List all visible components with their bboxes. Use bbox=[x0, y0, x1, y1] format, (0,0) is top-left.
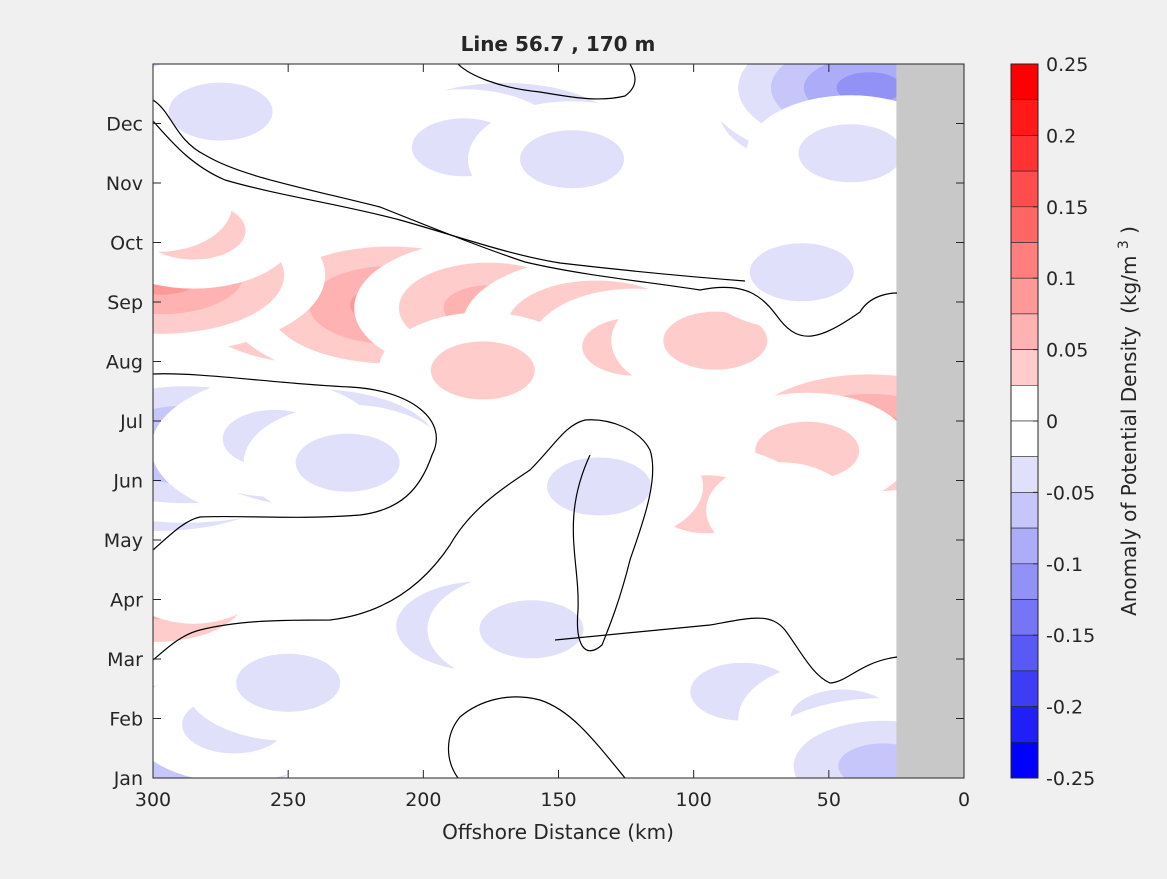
colorbar-swatch bbox=[1010, 277, 1039, 315]
contour-band bbox=[479, 600, 584, 659]
colorbar-swatch bbox=[1010, 349, 1039, 386]
contour-band bbox=[236, 653, 341, 712]
colorbar-label-text: Anomaly of Potential Density bbox=[1117, 326, 1141, 616]
y-tick-label: Nov bbox=[106, 173, 143, 195]
x-tick-label: 100 bbox=[676, 789, 712, 811]
colorbar-swatch bbox=[1010, 313, 1039, 350]
colorbar-swatch bbox=[1010, 99, 1039, 136]
y-tick-label: Sep bbox=[107, 292, 143, 314]
colorbar-swatch bbox=[1010, 420, 1039, 458]
contour-band bbox=[706, 462, 855, 559]
colorbar-frame bbox=[1010, 63, 1039, 779]
zero-contour-line bbox=[153, 373, 437, 551]
axes: 300 250 200 150 100 50 0 Jan Feb Mar Apr May Jun Jul A… bbox=[104, 64, 970, 811]
colorbar-tick-label: 0.1 bbox=[1046, 268, 1076, 290]
x-tick-label: 300 bbox=[135, 789, 171, 811]
y-tick-label: Mar bbox=[107, 649, 143, 671]
x-tick-label: 200 bbox=[405, 789, 441, 811]
colorbar-swatch bbox=[1010, 242, 1039, 279]
zero-contour-line bbox=[153, 419, 654, 661]
colorbar-swatch bbox=[1010, 563, 1039, 600]
y-tick-label: May bbox=[104, 530, 143, 552]
x-tick-label: 150 bbox=[540, 789, 576, 811]
colorbar-swatch bbox=[1010, 63, 1039, 101]
colorbar-swatch bbox=[1010, 599, 1039, 636]
contour-band bbox=[295, 433, 400, 492]
colorbar-tick-label: -0.25 bbox=[1046, 768, 1095, 790]
contour-band bbox=[168, 82, 273, 141]
zero-contour-line bbox=[447, 696, 626, 778]
y-tick-label: Aug bbox=[106, 352, 143, 374]
contour-band bbox=[749, 243, 854, 302]
colorbar-swatch bbox=[1010, 206, 1039, 243]
colorbar-tick-label: -0.05 bbox=[1046, 482, 1095, 504]
colorbar-swatch bbox=[1010, 527, 1039, 565]
contour-fill-layer bbox=[153, 64, 964, 778]
colorbar-label: Anomaly of Potential Density (kg/m 3 ) bbox=[1109, 226, 1141, 616]
colorbar-tick-label: -0.2 bbox=[1046, 697, 1083, 719]
colorbar-tick-label: 0.2 bbox=[1046, 125, 1076, 147]
colorbar-tick-label: 0 bbox=[1046, 411, 1058, 433]
x-tick-label: 250 bbox=[270, 789, 306, 811]
colorbar-tick-label: 0.15 bbox=[1046, 197, 1088, 219]
x-tick-label: 50 bbox=[817, 789, 841, 811]
chart-title: Line 56.7 , 170 m bbox=[461, 32, 656, 56]
colorbar-label-superscript: 3 bbox=[1116, 240, 1132, 249]
colorbar-swatch bbox=[1010, 670, 1039, 707]
y-tick-label: Dec bbox=[106, 114, 143, 136]
colorbar-tick-label: 0.25 bbox=[1046, 54, 1088, 76]
y-tick-label: Jul bbox=[119, 411, 143, 433]
colorbar: 0.25 0.2 0.15 0.1 0.05 0 -0.05 -0.1 -0.15 -0.2 -0.… bbox=[1010, 54, 1095, 790]
colorbar-swatch bbox=[1010, 492, 1039, 529]
contour-band bbox=[430, 341, 535, 400]
y-tick-label: Jun bbox=[112, 471, 143, 493]
x-axis-label: Offshore Distance (km) bbox=[442, 820, 674, 844]
zero-contour-line bbox=[153, 120, 746, 282]
zero-contour-line bbox=[554, 617, 898, 684]
colorbar-swatch bbox=[1010, 634, 1039, 672]
contour-band bbox=[547, 457, 652, 516]
contour-band bbox=[520, 130, 625, 189]
zero-contour-line bbox=[153, 99, 898, 337]
contour-band bbox=[153, 527, 268, 624]
y-tick-label: Jan bbox=[113, 768, 143, 790]
colorbar-swatch bbox=[1010, 135, 1039, 172]
contour-band bbox=[798, 124, 903, 183]
colorbar-swatch bbox=[1010, 384, 1039, 422]
x-tick-label: 0 bbox=[958, 789, 970, 811]
zero-contour-lines bbox=[153, 64, 898, 778]
zero-contour-line bbox=[457, 64, 636, 100]
no-data-region bbox=[896, 64, 964, 778]
colorbar-swatch bbox=[1010, 456, 1039, 493]
colorbar-tick-label: -0.15 bbox=[1046, 625, 1095, 647]
colorbar-swatch bbox=[1010, 741, 1039, 779]
colorbar-swatch bbox=[1010, 170, 1039, 208]
colorbar-tick-label: -0.1 bbox=[1046, 554, 1083, 576]
colorbar-tick-label: 0.05 bbox=[1046, 340, 1088, 362]
y-tick-label: Feb bbox=[109, 709, 143, 731]
colorbar-swatch bbox=[1010, 706, 1039, 743]
colorbar-label-close: ) bbox=[1117, 226, 1141, 234]
contour-band bbox=[153, 155, 233, 252]
y-tick-label: Apr bbox=[110, 590, 143, 612]
colorbar-label-unit: (kg/m bbox=[1117, 256, 1141, 314]
contour-band bbox=[663, 311, 768, 370]
y-tick-label: Oct bbox=[110, 233, 143, 255]
